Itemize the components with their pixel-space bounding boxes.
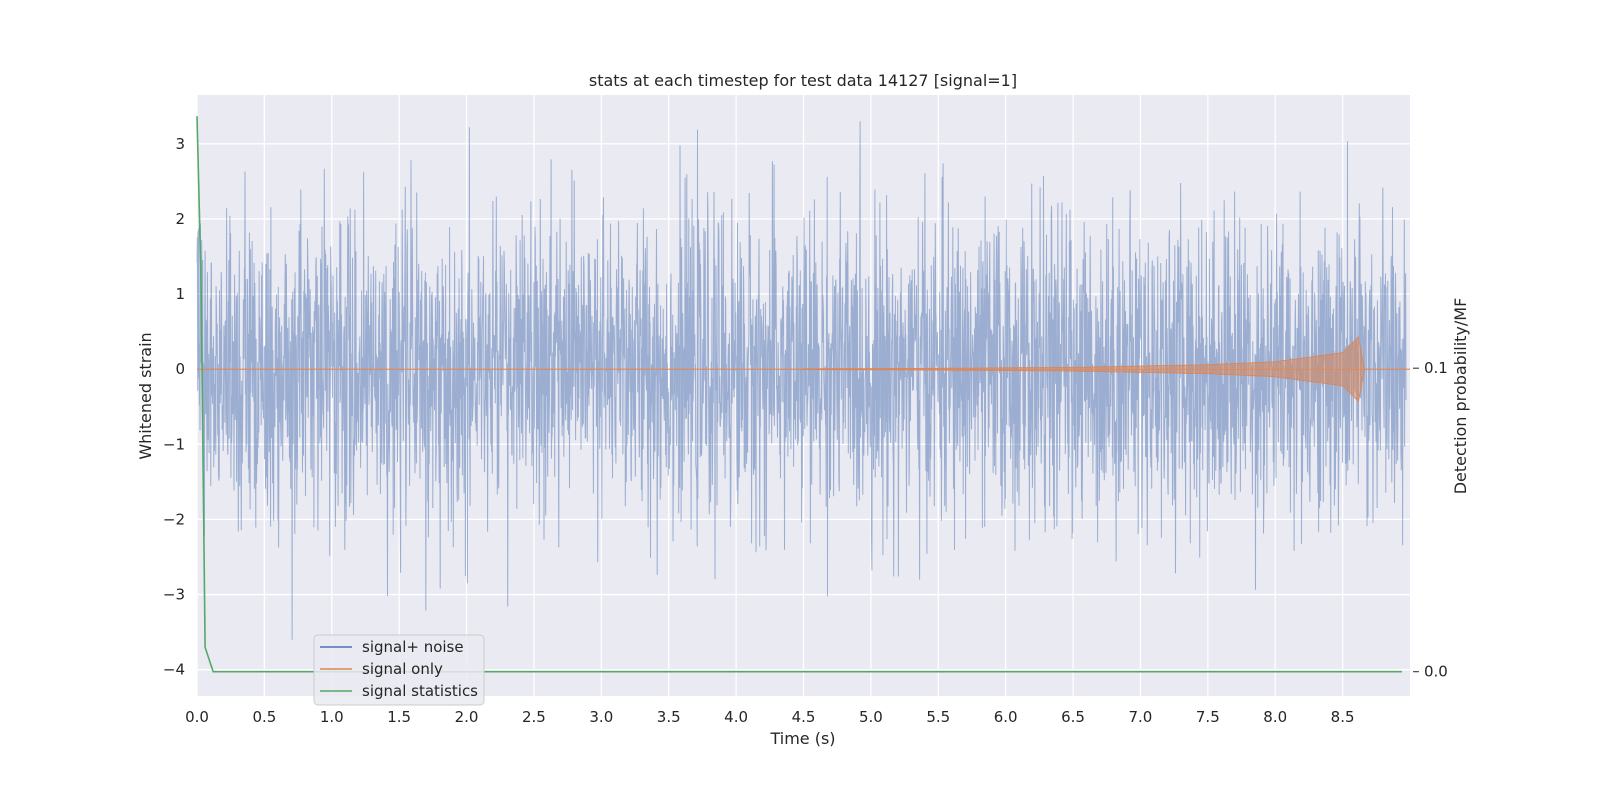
y-tick-label: 0 [175, 360, 185, 378]
x-tick-label: 8.0 [1263, 708, 1287, 726]
y2-axis-label: Detection probability/MF [1451, 298, 1470, 495]
x-tick-label: 3.5 [657, 708, 681, 726]
x-tick-label: 4.5 [792, 708, 816, 726]
series-signal-only [197, 336, 1410, 403]
x-tick-label: 2.0 [455, 708, 479, 726]
x-tick-label: 7.0 [1129, 708, 1153, 726]
y-tick-label: −2 [163, 510, 185, 528]
legend-frame [313, 634, 485, 706]
y-tick-label: −1 [163, 435, 185, 453]
x-tick-label: 2.5 [522, 708, 546, 726]
x-tick-label: 7.5 [1196, 708, 1220, 726]
x-tick-label: 1.5 [387, 708, 411, 726]
legend-label-signal-noise: signal+ noise [362, 638, 464, 656]
y-tick-label: −4 [163, 661, 185, 679]
y-tick-label: 3 [175, 135, 185, 153]
x-axis-label: Time (s) [769, 729, 835, 748]
series-signal-noise [196, 121, 1407, 640]
y-tick-label: 1 [175, 285, 185, 303]
noise-trace [196, 121, 1407, 640]
x-tick-label: 1.0 [320, 708, 344, 726]
statistics-line [196, 116, 1402, 673]
legend: signal+ noise signal only signal statist… [313, 634, 485, 706]
chart-title: stats at each timestep for test data 141… [589, 71, 1017, 90]
y2-tick-label: 0.0 [1424, 663, 1448, 681]
y-tick-label: 2 [175, 210, 185, 228]
y-axis-ticks: 3 2 1 0 −1 −2 −3 −4 [163, 135, 185, 679]
y-tick-label: −3 [163, 586, 185, 604]
legend-label-signal-only: signal only [362, 660, 443, 678]
x-tick-label: 5.5 [926, 708, 950, 726]
legend-label-signal-statistics: signal statistics [362, 682, 478, 700]
y2-tick-label: 0.1 [1424, 359, 1448, 377]
x-tick-label: 5.0 [859, 708, 883, 726]
x-tick-label: 6.5 [1061, 708, 1085, 726]
x-tick-label: 4.0 [724, 708, 748, 726]
series-signal-statistics [196, 116, 1402, 673]
x-tick-label: 3.0 [589, 708, 613, 726]
x-axis-ticks: 0.0 0.5 1.0 1.5 2.0 2.5 3.0 3.5 4.0 4.5 5.0 5.5 6.0 6… [185, 708, 1354, 726]
y-axis-label: Whitened strain [136, 332, 155, 459]
y2-axis-ticks: 0.1 0.0 [1413, 359, 1448, 681]
x-tick-label: 0.5 [252, 708, 276, 726]
x-tick-label: 6.0 [994, 708, 1018, 726]
x-tick-label: 0.0 [185, 708, 209, 726]
x-tick-label: 8.5 [1331, 708, 1355, 726]
